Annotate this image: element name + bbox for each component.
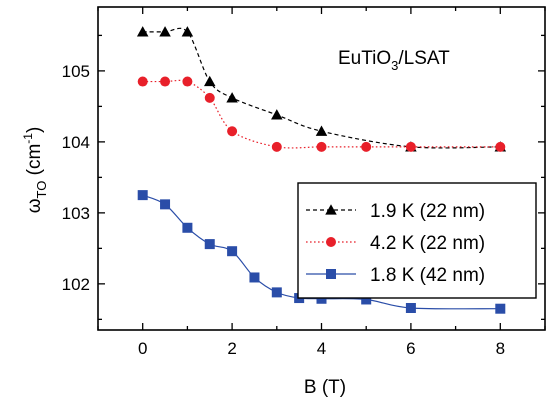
square-marker <box>249 272 260 283</box>
square-marker <box>316 293 327 304</box>
series-2 <box>137 76 506 152</box>
triangle-marker <box>271 109 283 120</box>
circle-marker <box>495 141 506 152</box>
triangle-marker-legend <box>325 204 337 215</box>
series-line <box>142 79 501 149</box>
series-line <box>142 27 501 149</box>
circle-marker <box>361 141 372 152</box>
square-marker-legend <box>326 269 336 279</box>
circle-marker <box>271 141 282 152</box>
square-marker <box>182 222 193 233</box>
square-marker <box>137 190 148 201</box>
triangle-marker <box>136 26 149 37</box>
triangle-marker <box>226 92 238 103</box>
legend-label: 4.2 K (22 nm) <box>370 233 485 254</box>
y-tick-label: 105 <box>62 62 90 81</box>
x-tick-label: 0 <box>138 339 147 358</box>
legend-label: 1.9 K (22 nm) <box>370 201 485 222</box>
x-axis-label: B (T) <box>304 377 346 398</box>
triangle-marker <box>159 26 171 37</box>
square-marker <box>495 303 506 314</box>
y-tick-label: 104 <box>62 133 90 152</box>
x-tick-label: 4 <box>317 339 326 358</box>
y-axis-label: ωTO (cm-1) <box>21 127 49 214</box>
square-marker <box>227 246 238 257</box>
series-layer <box>136 26 507 314</box>
triangle-marker <box>181 26 194 37</box>
circle-marker <box>204 92 215 103</box>
sample-annotation: EuTiO3/LSAT <box>338 48 450 73</box>
x-axis-ticks: 0 2 4 6 8 <box>97 7 546 358</box>
circle-marker <box>182 76 193 87</box>
triangle-marker <box>315 125 328 136</box>
x-tick-label: 8 <box>496 339 505 358</box>
circle-marker <box>316 141 327 152</box>
legend-label: 1.8 K (42 nm) <box>370 265 485 286</box>
square-marker <box>405 302 416 313</box>
square-marker <box>361 294 372 305</box>
x-tick-label: 6 <box>406 339 415 358</box>
legend: 1.9 K (22 nm) 4.2 K (22 nm) 1.8 K (42 nm) <box>297 182 537 299</box>
legend-box <box>297 182 537 299</box>
y-tick-label: 102 <box>62 275 90 294</box>
series-3 <box>137 190 506 314</box>
y-tick-label: 103 <box>62 204 90 223</box>
circle-marker-legend <box>326 237 336 247</box>
triangle-marker <box>204 75 216 87</box>
square-marker <box>271 287 282 298</box>
square-marker <box>160 199 171 210</box>
circle-marker <box>160 76 171 87</box>
square-marker <box>204 239 215 250</box>
y-axis-ticks: 102 103 104 105 <box>62 34 545 321</box>
circle-marker <box>137 76 148 87</box>
circle-marker <box>405 141 416 152</box>
series-1 <box>136 26 507 152</box>
circle-marker <box>227 126 238 137</box>
x-tick-label: 2 <box>227 339 236 358</box>
